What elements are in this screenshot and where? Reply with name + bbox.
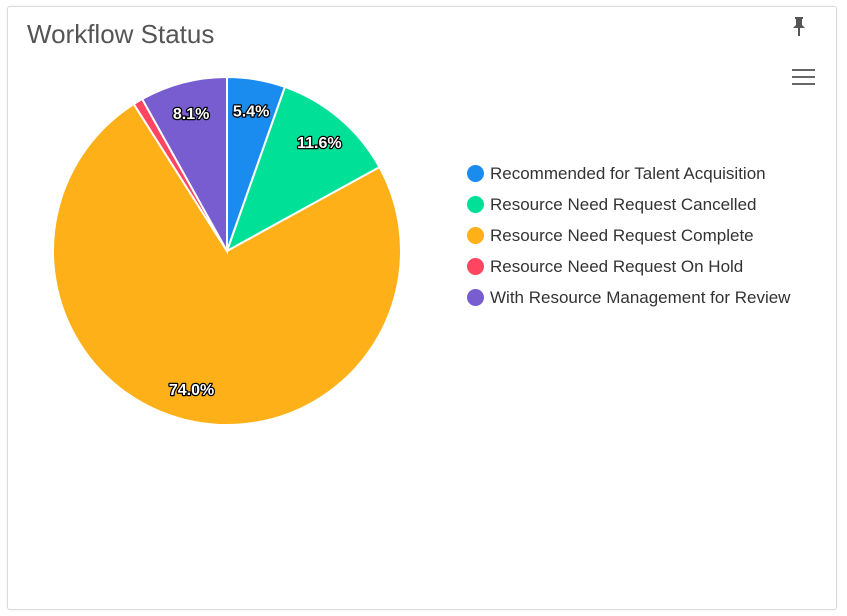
slice-data-label: 74.0%: [169, 382, 214, 399]
legend-marker: [467, 165, 484, 182]
legend-marker: [467, 196, 484, 213]
legend-marker: [467, 258, 484, 275]
pin-icon[interactable]: [790, 16, 808, 38]
legend-marker: [467, 289, 484, 306]
chart-legend: Recommended for Talent Acquisition Resour…: [467, 158, 790, 313]
slice-data-label: 8.1%: [173, 106, 209, 123]
legend-label: Resource Need Request Complete: [490, 225, 754, 245]
card-title: Workflow Status: [27, 19, 215, 49]
legend-item[interactable]: Recommended for Talent Acquisition: [467, 158, 790, 189]
legend-item[interactable]: Resource Need Request Complete: [467, 220, 790, 251]
slice-data-label: 11.6%: [297, 135, 341, 152]
pie-slice[interactable]: [140, 75, 228, 255]
pie-slice[interactable]: [52, 102, 402, 426]
slice-data-label: 5.4%: [233, 103, 269, 120]
legend-label: Resource Need Request Cancelled: [490, 194, 757, 214]
legend-label: With Resource Management for Review: [490, 287, 791, 307]
legend-marker: [467, 227, 484, 244]
legend-item[interactable]: Resource Need Request Cancelled: [467, 189, 790, 220]
pie-slice[interactable]: [225, 85, 381, 254]
legend-item[interactable]: With Resource Management for Review: [467, 282, 790, 313]
legend-label: Resource Need Request On Hold: [490, 256, 744, 276]
legend-item[interactable]: Resource Need Request On Hold: [467, 251, 790, 282]
legend-label: Recommended for Talent Acquisition: [490, 163, 766, 183]
hamburger-menu-icon[interactable]: [792, 66, 818, 88]
